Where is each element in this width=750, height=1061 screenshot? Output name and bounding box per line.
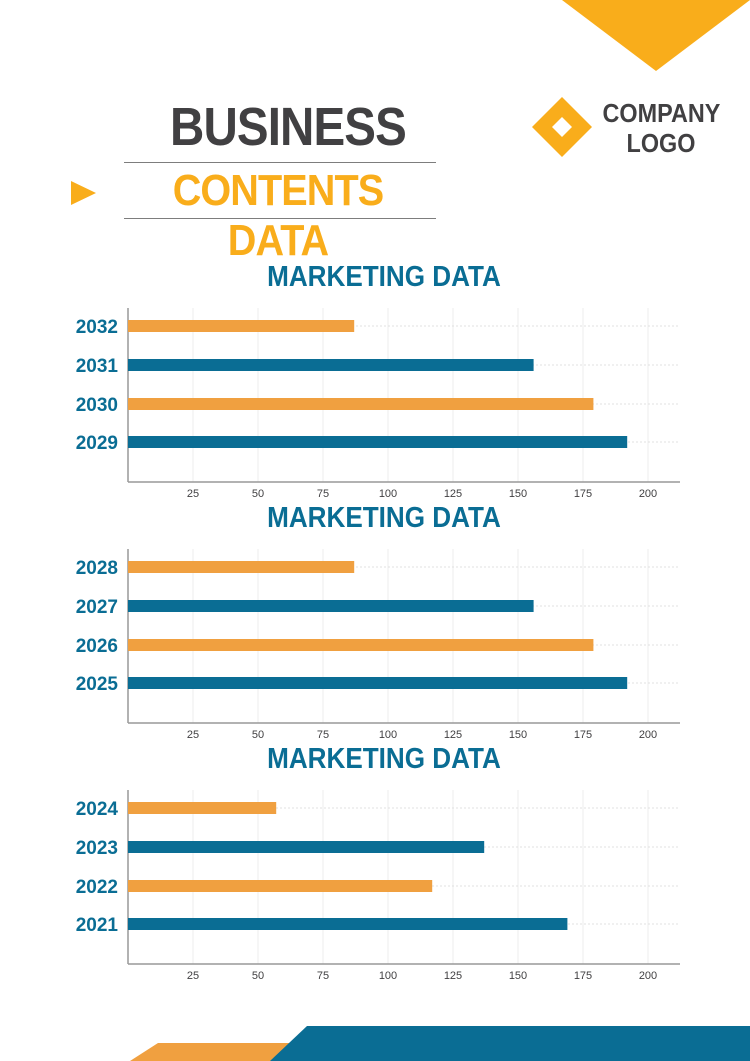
logo-diamond-icon (532, 97, 592, 157)
bar-2023 (128, 841, 485, 853)
x-tick-label: 100 (379, 729, 397, 741)
y-category-label: 2027 (76, 597, 118, 618)
bar-2028 (128, 561, 355, 573)
y-category-label: 2029 (76, 433, 118, 454)
subtitle-arrow-icon (71, 181, 96, 205)
y-category-label: 2024 (76, 799, 119, 820)
x-tick-label: 200 (639, 488, 657, 500)
bar-2021 (128, 918, 568, 930)
x-tick-label: 125 (444, 970, 462, 982)
chart-title: MARKETING DATA (267, 742, 501, 775)
title-divider-top (124, 162, 436, 163)
bar-2029 (128, 436, 628, 448)
x-tick-label: 200 (639, 729, 657, 741)
company-logo-text: COMPANY LOGO (602, 98, 721, 158)
x-tick-label: 75 (317, 729, 329, 741)
chart-title: MARKETING DATA (267, 260, 501, 293)
x-tick-label: 25 (187, 970, 199, 982)
logo-line-2: LOGO (626, 128, 696, 158)
bottom-orange-stripe (130, 1043, 300, 1061)
page-title: BUSINESS (170, 97, 407, 157)
x-tick-label: 25 (187, 488, 199, 500)
bar-2027 (128, 600, 534, 612)
bar-2024 (128, 802, 277, 814)
x-tick-label: 50 (252, 729, 264, 741)
x-tick-label: 50 (252, 488, 264, 500)
chart-title: MARKETING DATA (267, 501, 501, 534)
bar-2026 (128, 639, 594, 651)
bar-2032 (128, 320, 355, 332)
title-divider-bottom (124, 218, 436, 219)
x-tick-label: 50 (252, 970, 264, 982)
x-tick-label: 175 (574, 729, 592, 741)
x-tick-label: 150 (509, 729, 527, 741)
x-tick-label: 75 (317, 488, 329, 500)
x-tick-label: 25 (187, 729, 199, 741)
x-tick-label: 175 (574, 488, 592, 500)
bar-2022 (128, 880, 433, 892)
x-tick-label: 150 (509, 970, 527, 982)
y-category-label: 2028 (76, 558, 118, 579)
x-tick-label: 200 (639, 970, 657, 982)
y-category-label: 2030 (76, 395, 118, 416)
x-tick-label: 75 (317, 970, 329, 982)
bar-2025 (128, 677, 628, 689)
x-tick-label: 175 (574, 970, 592, 982)
y-category-label: 2021 (76, 915, 119, 936)
x-tick-label: 125 (444, 488, 462, 500)
page-subtitle: CONTENTS DATA (172, 166, 384, 265)
y-category-label: 2022 (76, 877, 118, 898)
y-category-label: 2031 (76, 356, 119, 377)
x-tick-label: 150 (509, 488, 527, 500)
y-category-label: 2023 (76, 838, 118, 859)
top-triangle-decoration (562, 0, 750, 71)
bar-2031 (128, 359, 534, 371)
x-tick-label: 100 (379, 488, 397, 500)
bottom-blue-stripe (270, 1026, 750, 1061)
y-category-label: 2032 (76, 317, 118, 338)
x-tick-label: 100 (379, 970, 397, 982)
x-tick-label: 125 (444, 729, 462, 741)
y-category-label: 2025 (76, 674, 119, 695)
y-category-label: 2026 (76, 636, 118, 657)
bar-2030 (128, 398, 594, 410)
logo-line-1: COMPANY (602, 98, 721, 128)
